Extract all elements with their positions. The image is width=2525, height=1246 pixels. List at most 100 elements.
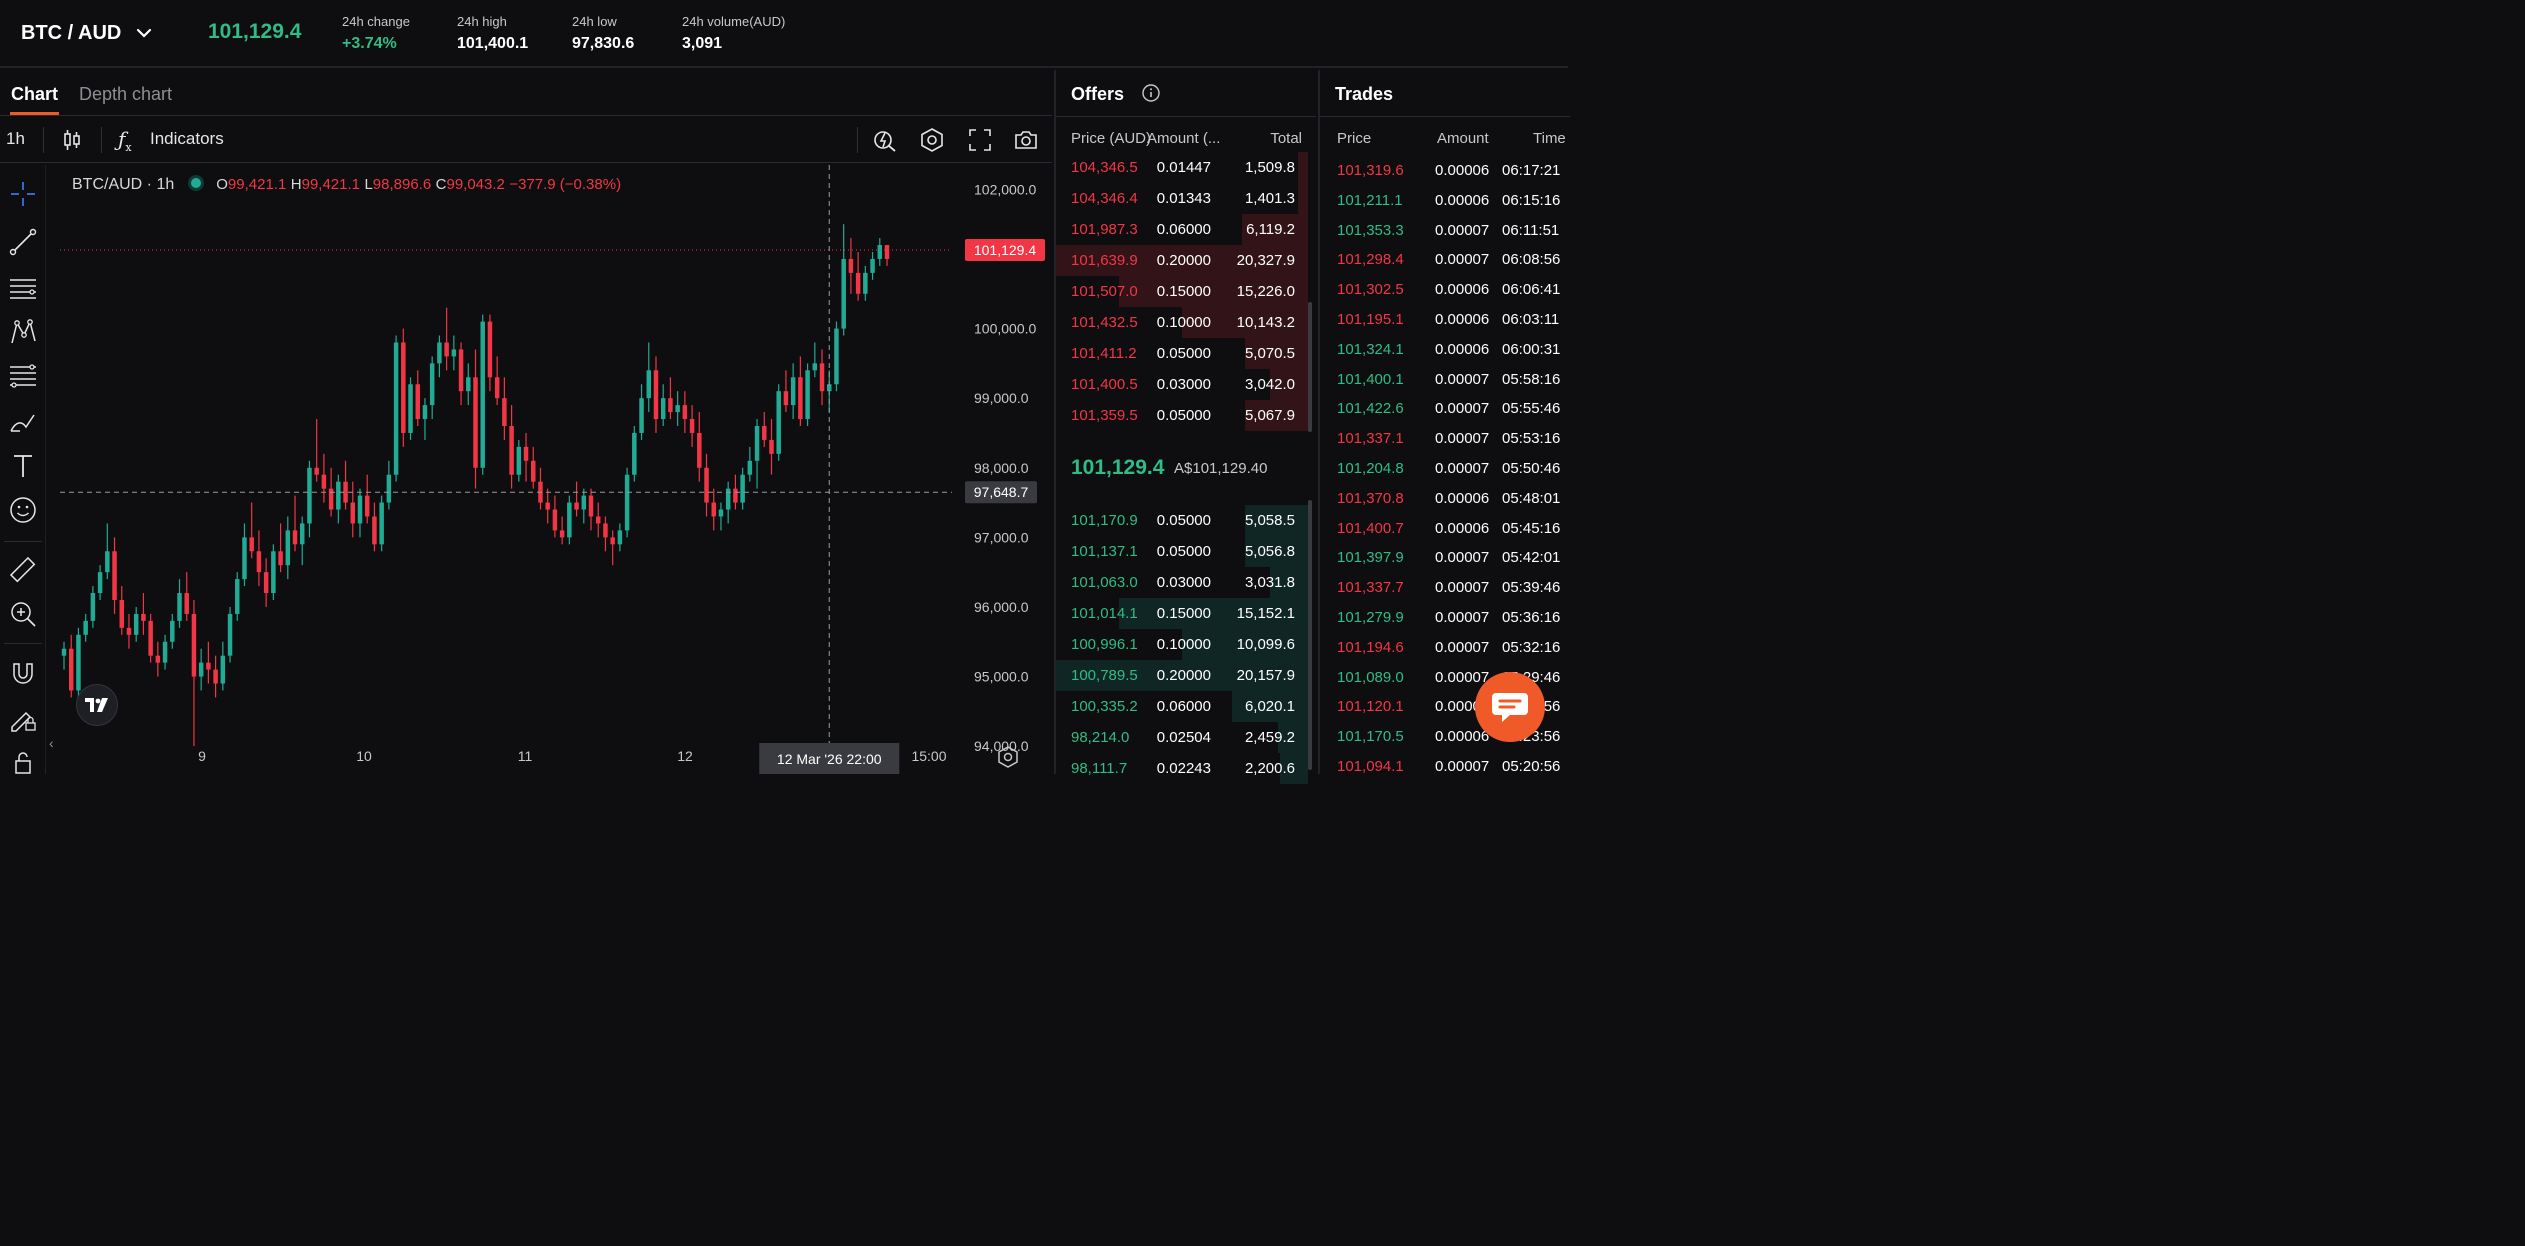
candle	[581, 488, 587, 524]
info-icon[interactable]	[1142, 84, 1160, 102]
ask-row[interactable]: 101,359.5 0.05000 5,067.9	[1056, 400, 1308, 431]
candle	[660, 384, 666, 426]
candle	[112, 537, 117, 614]
candle-body	[112, 551, 117, 600]
ask-row[interactable]: 101,432.5 0.10000 10,143.2	[1056, 307, 1308, 338]
candle	[870, 252, 875, 280]
price-chart[interactable]: 102,000.0 100,000.0 99,000.0 98,000.0 97,000…	[47, 165, 1052, 774]
trade-amount: 0.00006	[1435, 191, 1490, 209]
collapse-arrow-icon[interactable]: ‹	[49, 735, 54, 751]
candle-body	[855, 272, 861, 294]
magnet-icon[interactable]	[8, 659, 38, 689]
depth-bar	[1242, 214, 1308, 245]
asks-scrollbar[interactable]	[1308, 302, 1312, 432]
candle-style-icon[interactable]	[59, 127, 85, 153]
bid-row[interactable]: 100,335.2 0.06000 6,020.1	[1056, 691, 1308, 722]
candle-body	[235, 579, 240, 614]
candle	[343, 460, 348, 510]
fib-retracement-icon[interactable]	[8, 361, 38, 391]
ask-row[interactable]: 101,639.9 0.20000 20,327.9	[1056, 245, 1308, 276]
candle	[725, 481, 731, 524]
crosshair-icon[interactable]	[8, 179, 38, 209]
settings-gear-icon[interactable]	[919, 127, 945, 153]
trade-row: 101,397.9 0.00007 05:42:01	[1320, 543, 1570, 573]
pair-selector[interactable]: BTC / AUD	[21, 22, 153, 45]
candle	[278, 523, 283, 573]
trade-row: 101,302.5 0.00006 06:06:41	[1320, 275, 1570, 305]
bid-row[interactable]: 98,214.0 0.02504 2,459.2	[1056, 722, 1308, 753]
zoom-in-icon[interactable]	[8, 599, 38, 629]
depth-bar	[1119, 598, 1308, 629]
ask-row[interactable]: 104,346.5 0.01447 1,509.8	[1056, 152, 1308, 183]
candle-body	[336, 481, 341, 510]
bid-row[interactable]: 101,014.1 0.15000 15,152.1	[1056, 598, 1308, 629]
alert-lightning-icon[interactable]	[872, 127, 898, 153]
ask-row[interactable]: 101,507.0 0.15000 15,226.0	[1056, 276, 1308, 307]
depth-bar	[1270, 369, 1308, 400]
candle	[263, 558, 269, 607]
candle	[805, 363, 810, 426]
candle	[776, 384, 781, 461]
trend-line-icon[interactable]	[8, 227, 38, 257]
x-tick-label: 11	[518, 748, 533, 764]
trade-price: 101,298.4	[1337, 251, 1404, 269]
candle	[538, 467, 543, 510]
candle-body	[595, 516, 601, 524]
candle	[68, 634, 74, 698]
candle-body	[603, 523, 608, 538]
emoji-icon[interactable]	[8, 495, 38, 525]
order-total: 3,042.0	[1244, 376, 1295, 393]
candle-body	[177, 593, 182, 621]
tradingview-logo[interactable]	[76, 684, 118, 726]
ask-row[interactable]: 101,400.5 0.03000 3,042.0	[1056, 369, 1308, 400]
candle	[350, 481, 356, 538]
candle	[668, 377, 673, 420]
candle-body	[733, 488, 738, 503]
tab-chart[interactable]: Chart	[11, 84, 59, 104]
trades-title: Trades	[1335, 84, 1394, 104]
candlestick-chart[interactable]: 102,000.0 100,000.0 99,000.0 98,000.0 97,000…	[47, 165, 1052, 774]
candle-body	[502, 398, 507, 426]
ruler-icon[interactable]	[8, 555, 38, 585]
bid-row[interactable]: 101,137.1 0.05000 5,056.8	[1056, 536, 1308, 567]
candle	[466, 363, 471, 406]
bid-row[interactable]: 100,789.5 0.20000 20,157.9	[1056, 660, 1308, 691]
ask-row[interactable]: 104,346.4 0.01343 1,401.3	[1056, 183, 1308, 214]
candle	[711, 488, 716, 531]
candle	[552, 495, 558, 538]
text-tool-icon[interactable]	[8, 451, 38, 481]
candle-body	[884, 245, 890, 259]
trade-time: 05:42:01	[1502, 549, 1561, 567]
bid-row[interactable]: 101,170.9 0.05000 5,058.5	[1056, 505, 1308, 536]
stat-value: 101,400.1	[457, 35, 529, 52]
horizontal-lines-icon[interactable]	[8, 273, 38, 303]
order-total: 5,067.9	[1244, 407, 1295, 424]
lock-drawing-icon[interactable]	[8, 703, 38, 733]
interval-button[interactable]: 1h	[6, 129, 25, 148]
order-price: 98,111.7	[1071, 760, 1128, 777]
candle-body	[675, 405, 680, 413]
candle	[559, 516, 565, 545]
chat-support-button[interactable]	[1475, 672, 1545, 742]
candle-body	[790, 377, 796, 406]
depth-bar	[1182, 629, 1308, 660]
pattern-icon[interactable]	[8, 317, 38, 347]
bids-scrollbar[interactable]	[1308, 500, 1312, 770]
bid-row[interactable]: 98,111.7 0.02243 2,200.6	[1056, 753, 1308, 784]
lock-icon[interactable]	[8, 747, 38, 777]
brush-icon[interactable]	[8, 407, 38, 437]
order-amount: 0.03000	[1156, 574, 1211, 591]
ask-row[interactable]: 101,987.3 0.06000 6,119.2	[1056, 214, 1308, 245]
ask-row[interactable]: 101,411.2 0.05000 5,070.5	[1056, 338, 1308, 369]
candle-body	[725, 488, 731, 510]
chart-settings-icon[interactable]	[996, 745, 1020, 769]
bid-row[interactable]: 100,996.1 0.10000 10,099.6	[1056, 629, 1308, 660]
tab-depth-chart[interactable]: Depth chart	[79, 84, 173, 104]
camera-icon[interactable]	[1013, 127, 1039, 153]
toolbar-divider	[101, 127, 102, 153]
candle	[307, 460, 312, 538]
bid-row[interactable]: 101,063.0 0.03000 3,031.8	[1056, 567, 1308, 598]
fullscreen-icon[interactable]	[967, 127, 993, 153]
trade-price: 101,400.7	[1337, 519, 1404, 537]
order-amount: 0.05000	[1156, 543, 1211, 560]
